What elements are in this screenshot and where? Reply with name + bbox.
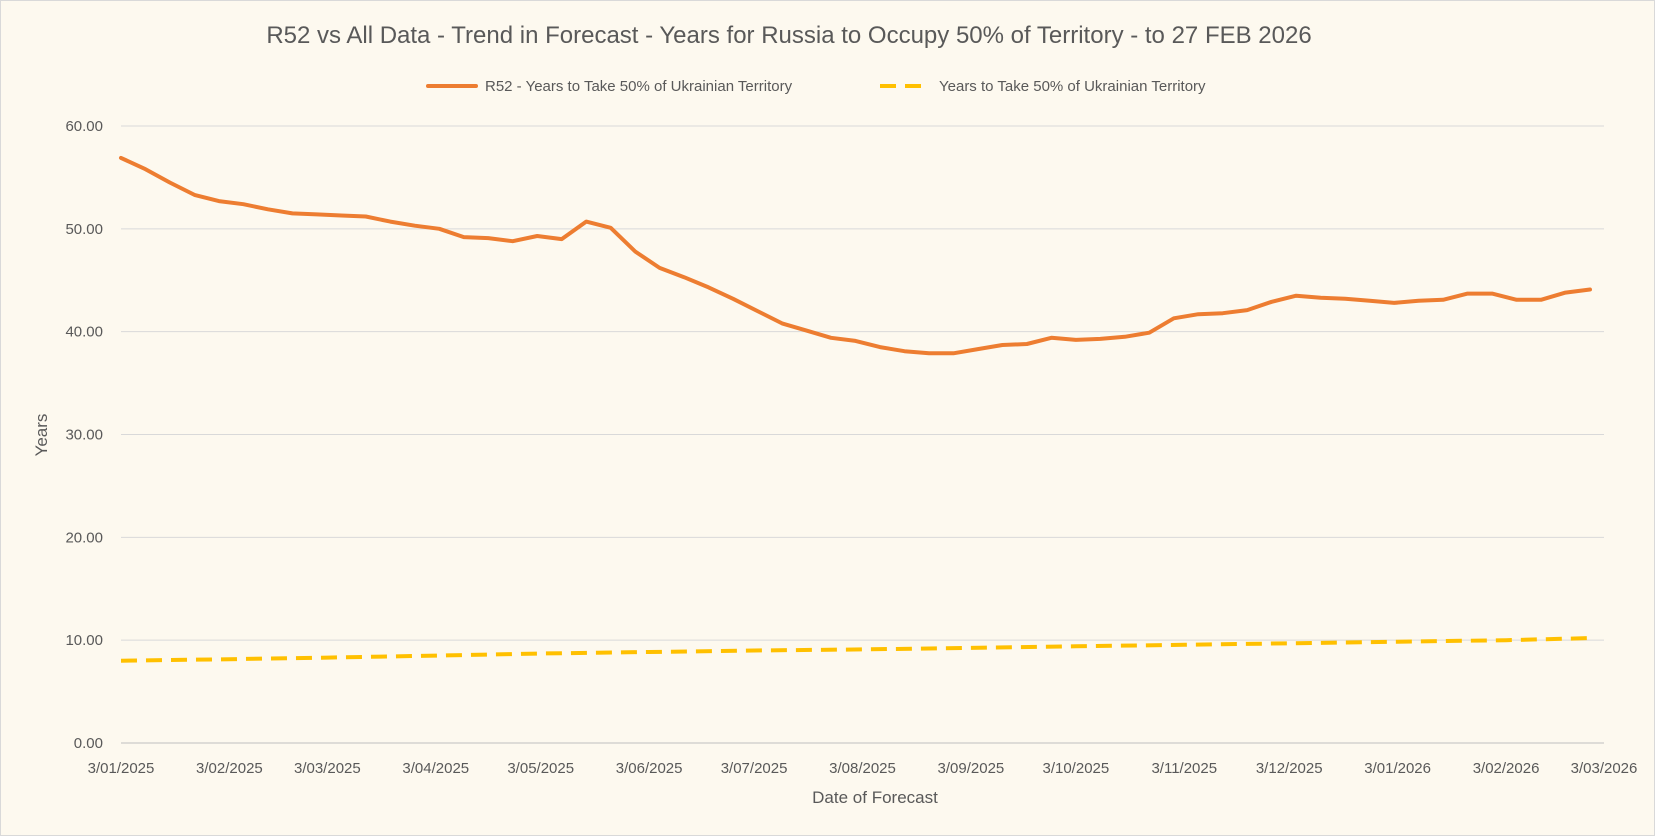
x-tick-label: 3/02/2026 — [1473, 760, 1540, 777]
x-tick-label: 3/04/2025 — [402, 760, 469, 777]
x-tick-label: 3/08/2025 — [829, 760, 896, 777]
x-tick-label: 3/01/2026 — [1364, 760, 1431, 777]
gridlines — [121, 125, 1604, 744]
x-axis-label: Date of Forecast — [812, 788, 938, 807]
x-tick-label: 3/10/2025 — [1042, 760, 1109, 777]
y-tick-label: 0.00 — [74, 735, 103, 752]
x-tick-label: 3/12/2025 — [1256, 760, 1323, 777]
series-lines — [119, 155, 1592, 663]
x-tick-label: 3/03/2026 — [1571, 760, 1638, 777]
y-tick-label: 50.00 — [65, 221, 103, 238]
y-tick-label: 20.00 — [65, 529, 103, 546]
legend-item-all-data: Years to Take 50% of Ukrainian Territory — [880, 78, 1206, 95]
x-tick-label: 3/01/2025 — [88, 760, 155, 777]
x-tick-label: 3/11/2025 — [1151, 760, 1217, 777]
legend-label-all-data: Years to Take 50% of Ukrainian Territory — [939, 78, 1206, 95]
x-tick-label: 3/02/2025 — [196, 760, 263, 777]
y-axis-ticks: 0.00 10.00 20.00 30.00 40.00 50.00 60.00 — [65, 118, 103, 752]
x-tick-label: 3/07/2025 — [721, 760, 788, 777]
y-tick-label: 60.00 — [65, 118, 103, 135]
x-tick-label: 3/03/2025 — [294, 760, 361, 777]
x-tick-label: 3/09/2025 — [938, 760, 1005, 777]
x-axis-ticks: 3/01/2025 3/02/2025 3/03/2025 3/04/2025 3/05… — [88, 760, 1638, 777]
x-tick-label: 3/05/2025 — [507, 760, 574, 777]
y-axis-label: Years — [32, 414, 51, 457]
y-tick-label: 10.00 — [65, 632, 103, 649]
y-tick-label: 30.00 — [65, 427, 103, 444]
legend: R52 - Years to Take 50% of Ukrainian Ter… — [426, 78, 1206, 95]
y-tick-label: 40.00 — [65, 324, 103, 341]
series-line-all-data — [120, 636, 1591, 663]
x-tick-label: 3/06/2025 — [616, 760, 683, 777]
legend-label-r52: R52 - Years to Take 50% of Ukrainian Ter… — [485, 78, 793, 95]
series-line-r52 — [119, 155, 1592, 356]
chart-title: R52 vs All Data - Trend in Forecast - Ye… — [266, 22, 1311, 49]
legend-item-r52: R52 - Years to Take 50% of Ukrainian Ter… — [426, 78, 793, 95]
